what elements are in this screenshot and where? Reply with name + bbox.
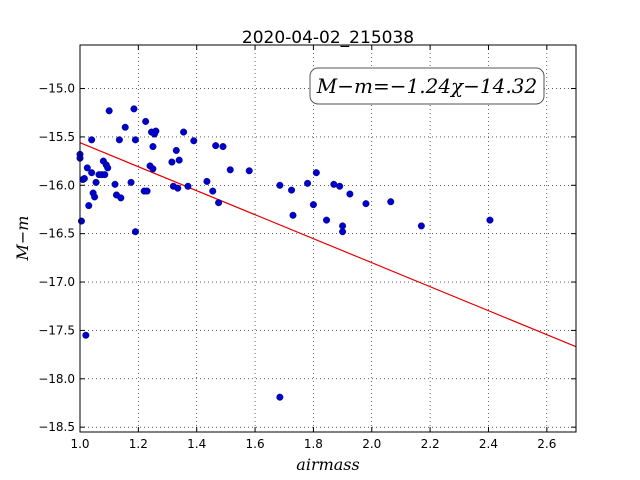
data-point [417, 222, 425, 230]
data-point [131, 228, 139, 236]
data-point [486, 216, 494, 224]
data-point [172, 146, 180, 154]
y-tick-label: −17.0 [38, 275, 75, 289]
data-point [149, 143, 157, 151]
data-point [143, 187, 151, 195]
data-point [88, 136, 96, 144]
data-point [130, 105, 138, 113]
data-point [276, 393, 284, 401]
y-tick-label: −18.5 [38, 420, 75, 434]
data-point [304, 179, 312, 187]
data-point [174, 184, 182, 192]
y-axis-ticks: −15.0 −15.5 −16.0 −16.5 −17.0 −17.5 −18.0 −18.5 [38, 82, 576, 434]
x-tick-label: 1.8 [304, 437, 323, 451]
x-tick-label: 1.6 [246, 437, 265, 451]
data-point [82, 331, 90, 339]
data-point [245, 167, 253, 175]
data-point [149, 165, 157, 173]
grid [79, 45, 576, 432]
data-point [105, 107, 113, 115]
x-tick-label: 1.4 [187, 437, 206, 451]
data-point [309, 201, 317, 209]
data-point [276, 181, 284, 189]
data-point [212, 142, 220, 150]
data-point [111, 180, 119, 188]
data-point [226, 166, 234, 174]
x-tick-label: 1.0 [70, 437, 89, 451]
chart-title: 2020-04-02_215038 [242, 28, 414, 48]
data-point [336, 182, 344, 190]
x-tick-label: 2.2 [421, 437, 440, 451]
data-point [175, 156, 183, 164]
data-point [168, 158, 176, 166]
data-point [83, 164, 91, 172]
data-point [117, 194, 125, 202]
data-point [121, 123, 129, 131]
fit-line [79, 142, 577, 348]
x-tick-label: 2.4 [479, 437, 498, 451]
data-point [219, 143, 227, 151]
data-point [88, 169, 96, 177]
data-point [339, 228, 347, 236]
y-tick-label: −17.5 [38, 323, 75, 337]
data-point [312, 169, 320, 177]
y-tick-label: −16.5 [38, 227, 75, 241]
fit-annotation-box: M−m=−1.24χ−14.32 [309, 67, 545, 105]
data-point [184, 182, 192, 190]
data-point [288, 186, 296, 194]
y-tick-label: −15.0 [38, 82, 75, 96]
data-point [131, 136, 139, 144]
y-tick-label: −15.5 [38, 130, 75, 144]
data-point [190, 137, 198, 145]
y-tick-label: −16.0 [38, 178, 75, 192]
data-point [203, 177, 211, 185]
y-tick-label: −18.0 [38, 372, 75, 386]
plot-frame [79, 44, 577, 433]
data-point [387, 198, 395, 206]
fit-annotation-text: M−m=−1.24χ−14.32 [316, 74, 537, 98]
data-point [215, 199, 223, 207]
data-point [91, 193, 99, 201]
data-points [76, 105, 494, 401]
data-point [127, 178, 135, 186]
x-tick-label: 1.2 [129, 437, 148, 451]
data-point [101, 171, 109, 179]
y-axis-label: M−m [13, 216, 32, 262]
x-tick-label: 2.6 [537, 437, 556, 451]
data-point [346, 190, 354, 198]
data-point [80, 175, 88, 183]
data-point [115, 136, 123, 144]
data-point [104, 164, 112, 172]
data-point [330, 180, 338, 188]
data-point [77, 217, 85, 225]
data-point [152, 127, 160, 135]
data-point [323, 216, 331, 224]
data-point [142, 117, 150, 125]
fit-line-group [79, 142, 577, 348]
data-point [289, 211, 297, 219]
data-point [92, 178, 100, 186]
x-axis-ticks: 1.0 1.2 1.4 1.6 1.8 2.0 2.2 2.4 2.6 [70, 45, 556, 451]
data-point [209, 187, 217, 195]
data-point [85, 202, 93, 210]
x-axis-label: airmass [296, 455, 359, 474]
data-point [180, 128, 188, 136]
x-tick-label: 2.0 [362, 437, 381, 451]
data-point [362, 200, 370, 208]
